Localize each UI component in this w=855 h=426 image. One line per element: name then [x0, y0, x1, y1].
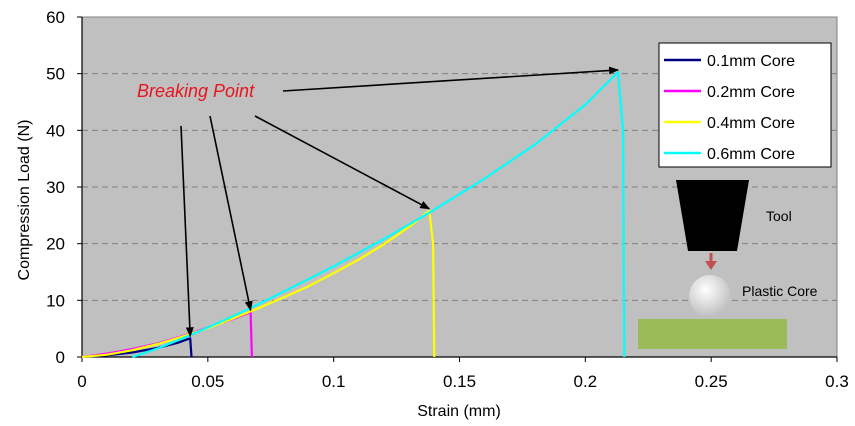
x-axis-label: Strain (mm): [417, 403, 501, 420]
base-plate: [638, 319, 787, 349]
tool-arrow-head: [705, 261, 717, 270]
breaking-point-arrow-2: [209, 115, 253, 312]
breaking-point-arrow-1: [180, 125, 194, 338]
legend-box: [658, 42, 832, 168]
x-tick-label-2: 0.1: [322, 372, 346, 391]
breaking-point-arrow-4: [282, 66, 620, 92]
breaking-point-annotations: Breaking Point: [137, 66, 620, 338]
x-tick-label-6: 0.3: [825, 372, 849, 391]
y-tick-label-2: 20: [46, 235, 65, 254]
tool-label: Tool: [766, 208, 792, 224]
y-tick-label-3: 30: [46, 178, 65, 197]
legend-label-2: 0.2mm Core: [707, 84, 795, 101]
breaking-point-arrow-3: [254, 115, 431, 210]
y-axis-label: Compression Load (N): [16, 120, 33, 281]
tool-body: [676, 180, 749, 251]
plastic-core-ball: [689, 275, 731, 317]
x-tick-label-3: 0.15: [443, 372, 476, 391]
legend-label-4: 0.6mm Core: [707, 146, 795, 163]
gridlines: [82, 73, 837, 301]
x-tick-label-0: 0: [77, 372, 86, 391]
axes: [77, 16, 838, 362]
series-line-4: [131, 70, 626, 359]
legend-label-1: 0.1mm Core: [707, 53, 795, 70]
y-tick-label-6: 60: [46, 8, 65, 27]
y-tick-label-0: 0: [56, 348, 65, 367]
x-tick-label-1: 0.05: [191, 372, 224, 391]
breaking-point-label: Breaking Point: [137, 81, 255, 101]
x-tick-label-5: 0.25: [695, 372, 728, 391]
tool-schematic: Tool Plastic Core: [638, 180, 818, 349]
x-tick-label-4: 0.2: [574, 372, 598, 391]
plastic-core-label: Plastic Core: [742, 283, 818, 299]
legend-label-3: 0.4mm Core: [707, 115, 795, 132]
legend: 0.1mm Core 0.2mm Core 0.4mm Core 0.6mm Core: [658, 42, 832, 168]
y-tick-label-4: 40: [46, 121, 65, 140]
y-tick-label-1: 10: [46, 291, 65, 310]
tick-labels: 0 0.05 0.1 0.15 0.2 0.25 0.3 0 10 20 30 40 50 60: [46, 8, 849, 391]
series-lines: [81, 70, 626, 359]
y-tick-label-5: 50: [46, 65, 65, 84]
